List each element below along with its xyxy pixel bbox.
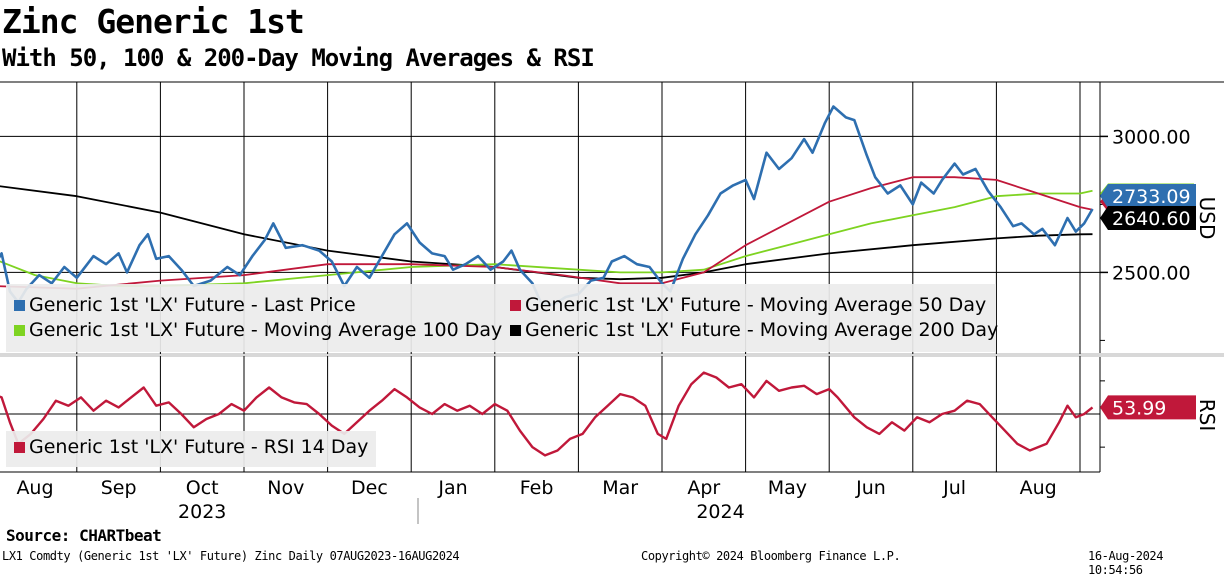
legend-entry: Generic 1st 'LX' Future - Moving Average…	[14, 319, 502, 341]
legend-label: Generic 1st 'LX' Future - Moving Average…	[525, 319, 999, 341]
legend-label: Generic 1st 'LX' Future - Last Price	[29, 294, 356, 316]
legend-label: Generic 1st 'LX' Future - Moving Average…	[525, 294, 987, 316]
x-tick-label: Mar	[602, 477, 638, 499]
y-axis-label: USD	[1195, 197, 1219, 240]
value-tag-shape	[1100, 184, 1196, 208]
x-tick-label: Jun	[855, 477, 886, 499]
series-line-ma100	[0, 189, 1093, 287]
chart-subtitle: With 50, 100 & 200-Day Moving Averages &…	[2, 44, 595, 72]
rsi-value-tag: 53.99	[1100, 395, 1196, 420]
rsi-axis-label: RSI	[1195, 399, 1219, 432]
series-line-ma200	[0, 185, 1093, 281]
series-line-rsi	[0, 371, 1094, 457]
footer-ticker-info: LX1 Comdty (Generic 1st 'LX' Future) Zin…	[2, 549, 460, 563]
x-tick-label: Aug	[1020, 477, 1057, 499]
legend-entry: Generic 1st 'LX' Future - RSI 14 Day	[14, 436, 368, 458]
last-price-tag: 2733.09	[1100, 184, 1196, 208]
ma200-tag: 2640.60	[1100, 206, 1196, 230]
legend-swatch	[510, 299, 521, 311]
legend-swatch	[510, 324, 521, 336]
footer-copyright: Copyright© 2024 Bloomberg Finance L.P.	[641, 549, 901, 563]
x-tick-label: Apr	[687, 477, 720, 499]
value-tag-label: 2640.60	[1112, 208, 1191, 230]
footer-timestamp: 16-Aug-2024 10:54:56	[1088, 549, 1164, 577]
legend-label: Generic 1st 'LX' Future - Moving Average…	[29, 319, 503, 341]
x-tick-label: Feb	[520, 477, 554, 499]
x-year-label: 2023	[178, 501, 226, 523]
x-tick-label: Jul	[942, 477, 966, 499]
value-tag-shape	[1100, 206, 1196, 230]
x-tick-label: Dec	[351, 477, 388, 499]
x-tick-label: Sep	[101, 477, 137, 499]
x-tick-label: Oct	[186, 477, 219, 499]
price-legend: Generic 1st 'LX' Future - Last Price Gene…	[6, 284, 998, 352]
chart-title: Zinc Generic 1st	[2, 2, 305, 41]
legend-swatch	[14, 299, 25, 311]
value-tag-shape	[1100, 395, 1196, 420]
legend-swatch	[14, 441, 25, 453]
legend-entry: Generic 1st 'LX' Future - Moving Average…	[510, 319, 998, 341]
rsi-legend: Generic 1st 'LX' Future - RSI 14 Day	[6, 431, 376, 467]
y-tick-label: 2500.00	[1112, 262, 1191, 284]
x-tick-label: May	[768, 477, 807, 499]
x-tick-label: Aug	[16, 477, 53, 499]
legend-entry: Generic 1st 'LX' Future - Last Price	[14, 294, 356, 316]
legend-entry: Generic 1st 'LX' Future - Moving Average…	[510, 294, 986, 316]
legend-swatch	[14, 324, 25, 336]
x-tick-label: Nov	[267, 477, 304, 499]
y-tick-label: 3000.00	[1112, 126, 1191, 148]
legend-label: Generic 1st 'LX' Future - RSI 14 Day	[29, 436, 369, 458]
value-tag-label: 2733.09	[1112, 186, 1191, 208]
x-year-label: 2024	[696, 501, 744, 523]
source-note: Source: CHARTbeat	[6, 526, 162, 545]
value-tag-label: 53.99	[1112, 397, 1166, 419]
x-tick-label: Jan	[437, 477, 467, 499]
